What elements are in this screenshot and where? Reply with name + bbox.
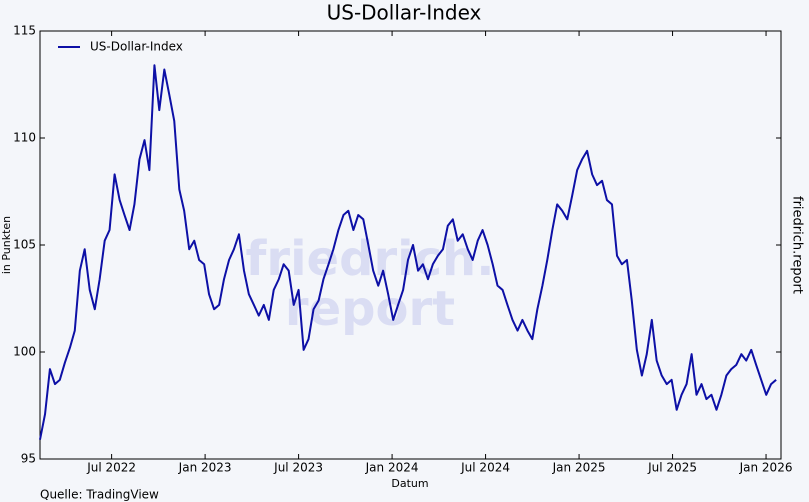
source: Quelle: TradingView xyxy=(40,488,159,502)
x-tick-label: Jul 2025 xyxy=(647,461,697,475)
x-tick-label: Jan 2023 xyxy=(178,461,232,475)
legend-label: US-Dollar-Index xyxy=(90,40,183,54)
x-tick-label: Jan 2025 xyxy=(552,461,606,475)
x-tick-label: Jan 2024 xyxy=(365,461,419,475)
y-tick-label: 110 xyxy=(13,131,36,145)
y-axis-label: in Punkten xyxy=(0,216,13,274)
x-tick-label: Jul 2024 xyxy=(460,461,510,475)
line-series xyxy=(39,64,777,440)
x-tick-label: Jul 2023 xyxy=(273,461,323,475)
chart-title: US-Dollar-Index xyxy=(327,1,482,25)
y-tick-label: 105 xyxy=(13,238,36,252)
y-tick-label: 100 xyxy=(13,345,36,359)
y-tick-label: 115 xyxy=(13,24,36,38)
x-tick-label: Jan 2026 xyxy=(739,461,793,475)
x-tick-label: Jul 2022 xyxy=(86,461,136,475)
y-tick-label: 95 xyxy=(21,452,36,466)
side-label: friedrich.report xyxy=(790,196,805,294)
x-axis-label: Datum xyxy=(391,477,428,490)
